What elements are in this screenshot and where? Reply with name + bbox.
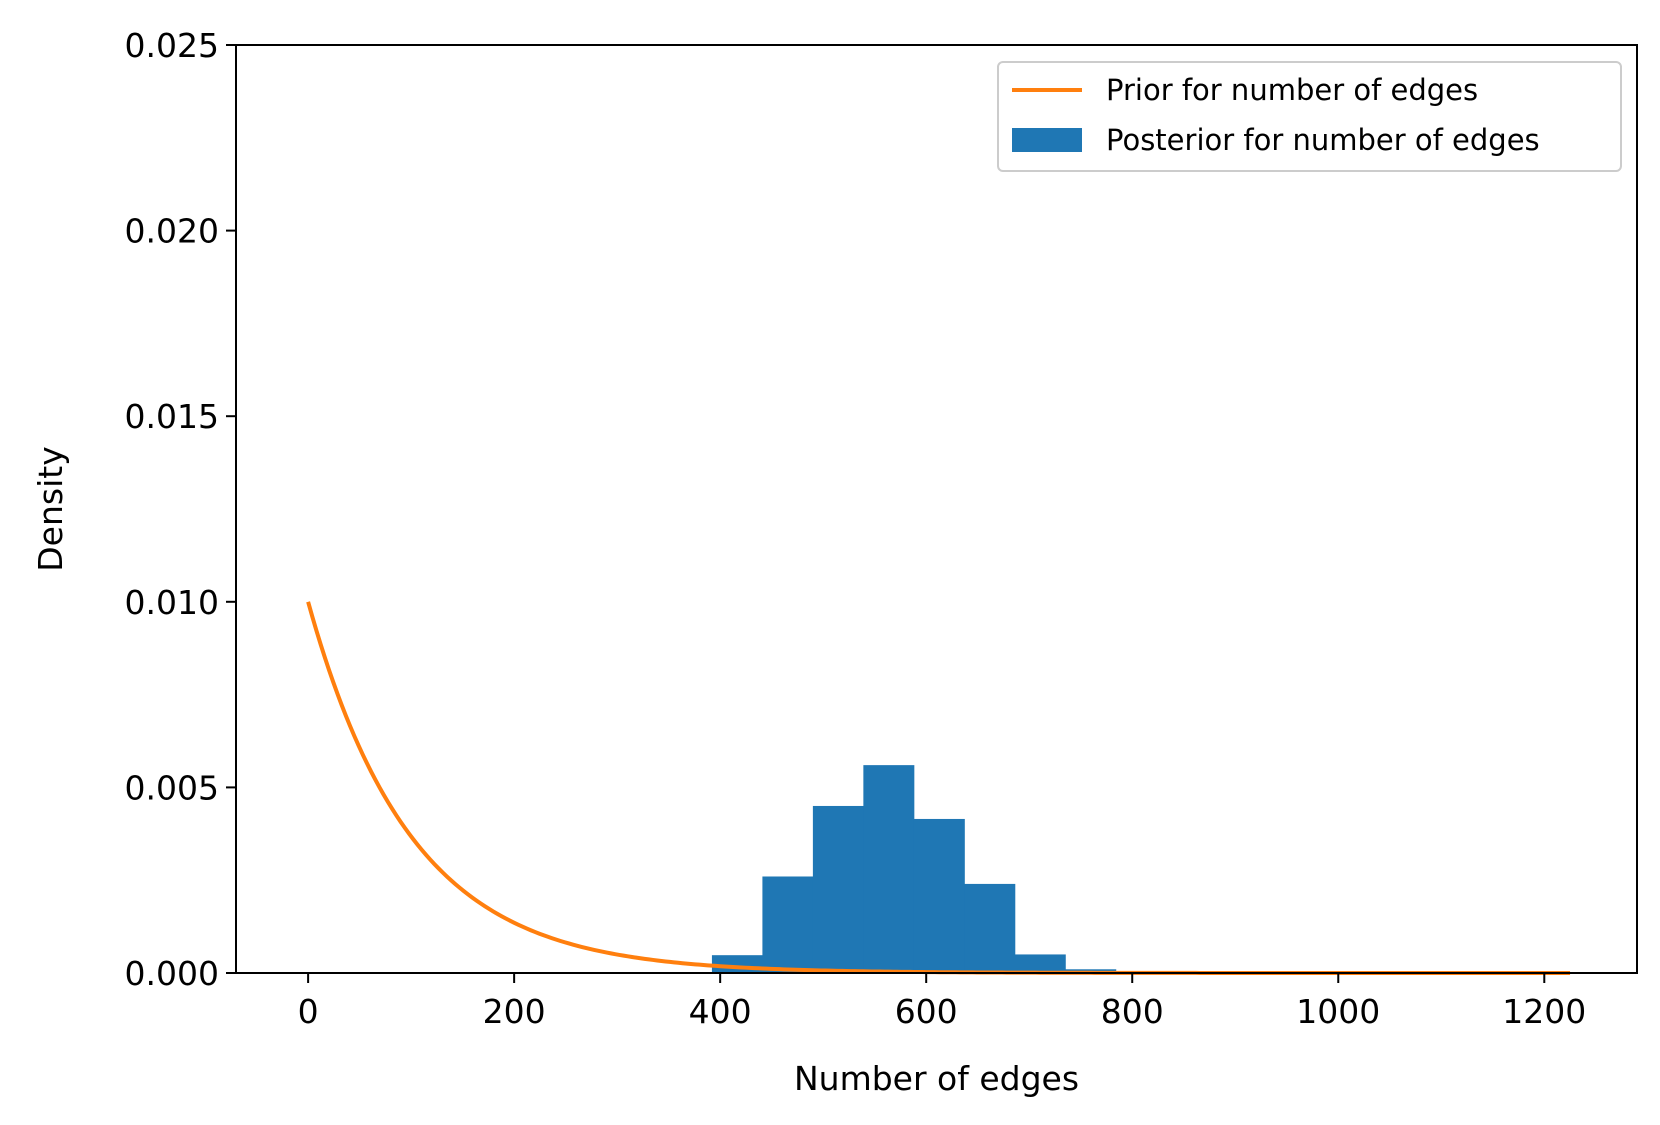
x-tick-label: 1200 [1502, 992, 1586, 1031]
y-tick-label: 0.000 [125, 954, 219, 993]
y-tick-label: 0.025 [125, 26, 219, 65]
histogram-bar [812, 805, 864, 973]
legend-label-posterior: Posterior for number of edges [1106, 123, 1540, 157]
legend-label-prior: Prior for number of edges [1106, 73, 1478, 107]
x-tick-label: 200 [483, 992, 546, 1031]
histogram-bars [711, 765, 1117, 973]
x-tick-label: 400 [689, 992, 752, 1031]
y-tick-label: 0.015 [125, 397, 219, 436]
legend-box [997, 61, 1622, 172]
x-axis-label: Number of edges [794, 1059, 1079, 1098]
legend-swatch-posterior [1012, 128, 1082, 152]
x-tick-label: 600 [895, 992, 958, 1031]
histogram-bar [762, 876, 814, 973]
legend: Prior for number of edges Posterior for … [997, 61, 1622, 172]
y-tick-label: 0.005 [125, 768, 219, 807]
x-axis: 0 200 400 600 800 1000 1200 [298, 973, 1586, 1031]
x-tick-label: 1000 [1296, 992, 1380, 1031]
y-tick-label: 0.010 [125, 583, 219, 622]
histogram-bar [863, 765, 915, 973]
x-tick-label: 800 [1101, 992, 1164, 1031]
histogram-bar [711, 955, 763, 973]
x-tick-label: 0 [298, 992, 319, 1031]
y-axis-label: Density [31, 446, 70, 571]
histogram-bar [1014, 954, 1066, 973]
y-axis: 0.000 0.005 0.010 0.015 0.020 0.025 [125, 26, 236, 993]
y-tick-label: 0.020 [125, 212, 219, 251]
histogram-bar [964, 883, 1016, 973]
plot-frame [235, 44, 1638, 974]
histogram-bar [913, 818, 965, 973]
